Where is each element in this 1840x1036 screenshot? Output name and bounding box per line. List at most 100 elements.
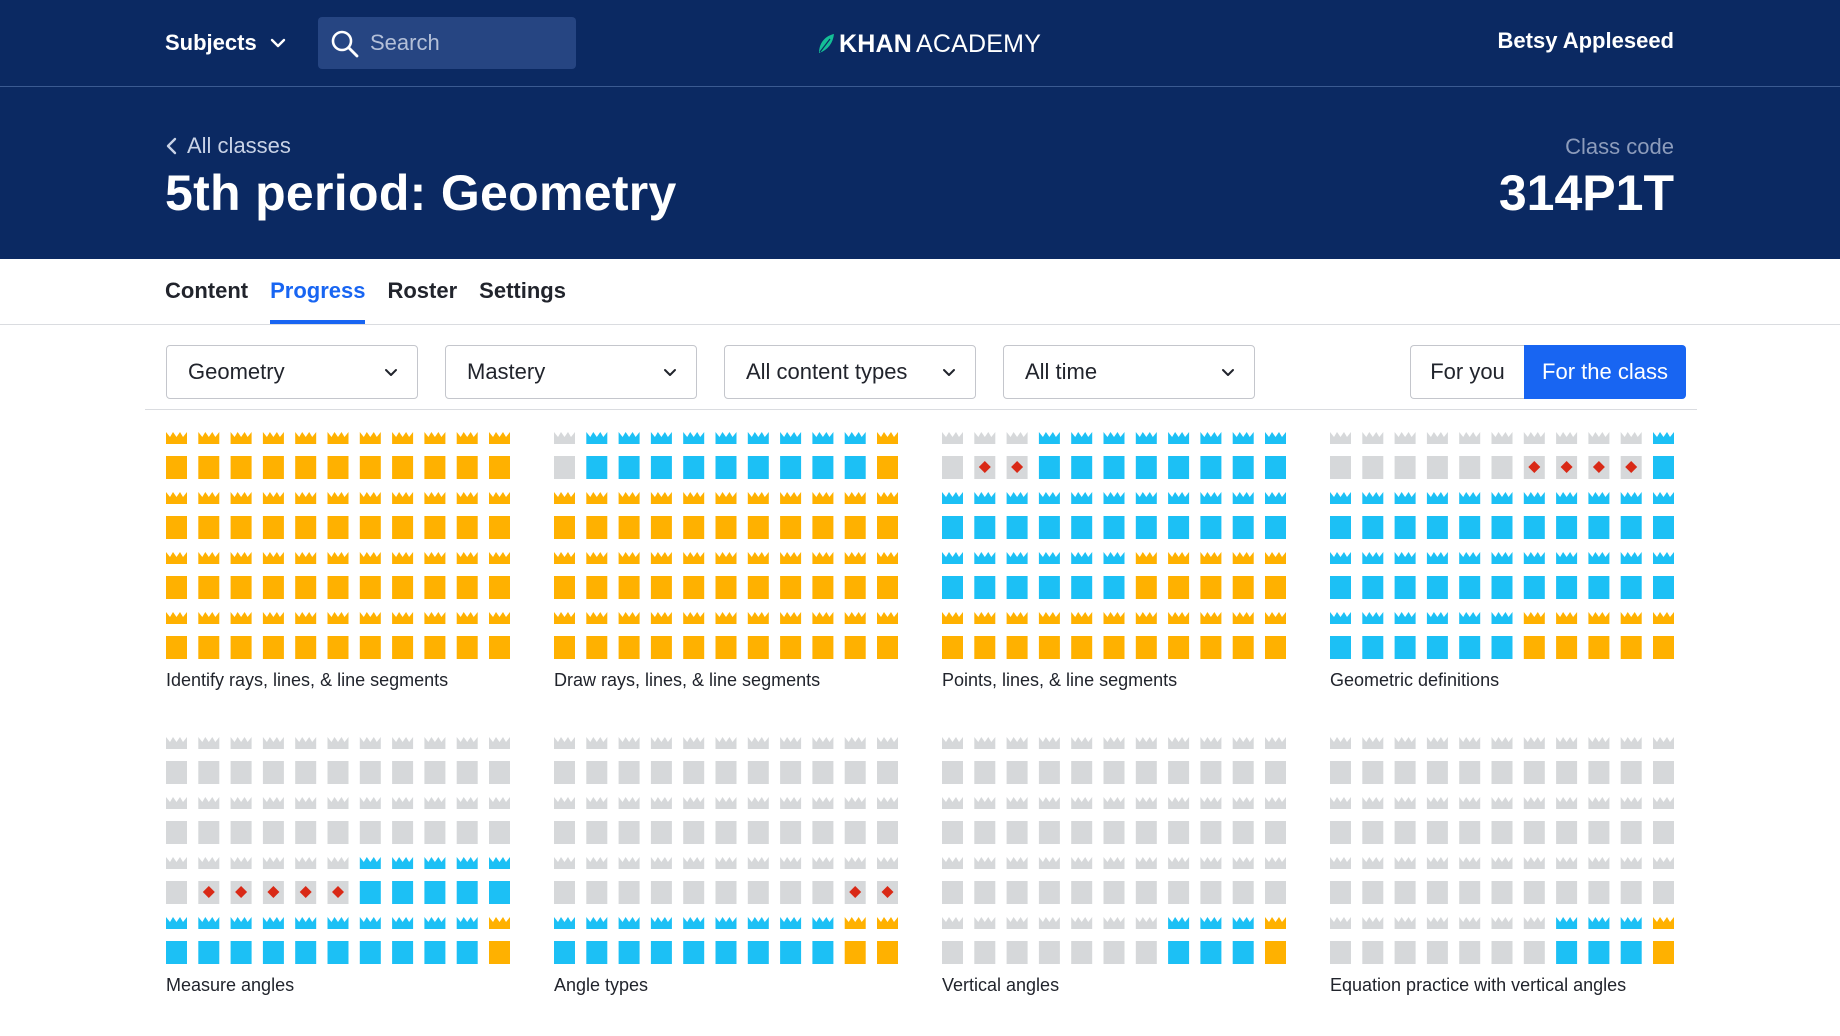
not-started-cell[interactable] xyxy=(327,797,349,844)
not-started-cell[interactable] xyxy=(1232,797,1254,844)
proficient-cell[interactable] xyxy=(1265,432,1286,479)
mastered-cell[interactable] xyxy=(1523,612,1545,659)
mastered-cell[interactable] xyxy=(1135,612,1157,659)
not-started-cell[interactable] xyxy=(424,737,446,784)
not-started-cell[interactable] xyxy=(942,917,963,964)
mastered-cell[interactable] xyxy=(359,492,381,539)
proficient-cell[interactable] xyxy=(1200,492,1222,539)
mastered-cell[interactable] xyxy=(327,552,349,599)
not-started-cell[interactable] xyxy=(295,737,317,784)
not-started-cell[interactable] xyxy=(1653,797,1674,844)
mastered-cell[interactable] xyxy=(166,492,187,539)
mastered-cell[interactable] xyxy=(166,612,187,659)
proficient-cell[interactable] xyxy=(1459,612,1481,659)
proficient-cell[interactable] xyxy=(650,917,672,964)
skill-card[interactable]: Points, lines, & line segments xyxy=(942,432,1288,702)
skill-label[interactable]: Vertical angles xyxy=(942,975,1060,995)
not-started-cell[interactable] xyxy=(974,857,996,904)
search-input[interactable] xyxy=(370,17,570,69)
mastered-cell[interactable] xyxy=(554,552,575,599)
mastered-cell[interactable] xyxy=(489,917,510,964)
proficient-cell[interactable] xyxy=(1038,492,1060,539)
mastered-cell[interactable] xyxy=(262,432,284,479)
mastered-cell[interactable] xyxy=(1135,552,1157,599)
proficient-cell[interactable] xyxy=(1071,432,1093,479)
proficient-cell[interactable] xyxy=(618,432,640,479)
mastered-cell[interactable] xyxy=(1265,917,1286,964)
proficient-cell[interactable] xyxy=(554,917,575,964)
skill-label[interactable]: Identify rays, lines, & line segments xyxy=(166,670,449,690)
for-you-button[interactable]: For you xyxy=(1410,345,1524,399)
not-started-cell[interactable] xyxy=(1491,797,1513,844)
not-started-cell[interactable] xyxy=(1491,857,1513,904)
not-started-cell[interactable] xyxy=(1330,737,1351,784)
proficient-cell[interactable] xyxy=(747,432,769,479)
mastered-cell[interactable] xyxy=(618,552,640,599)
proficient-cell[interactable] xyxy=(1071,552,1093,599)
mastered-cell[interactable] xyxy=(586,492,608,539)
proficient-cell[interactable] xyxy=(489,857,510,904)
mastered-cell[interactable] xyxy=(489,432,510,479)
proficient-cell[interactable] xyxy=(166,917,187,964)
not-started-cell[interactable] xyxy=(812,737,834,784)
not-started-cell[interactable] xyxy=(1071,797,1093,844)
mastered-cell[interactable] xyxy=(456,552,478,599)
not-started-cell[interactable] xyxy=(1394,857,1416,904)
not-started-cell[interactable] xyxy=(295,797,317,844)
proficient-cell[interactable] xyxy=(359,857,381,904)
mastered-cell[interactable] xyxy=(424,432,446,479)
mastered-cell[interactable] xyxy=(747,492,769,539)
struggling-cell[interactable] xyxy=(974,432,996,479)
proficient-cell[interactable] xyxy=(1588,917,1610,964)
mastered-cell[interactable] xyxy=(1103,612,1125,659)
proficient-cell[interactable] xyxy=(1232,432,1254,479)
struggling-cell[interactable] xyxy=(327,857,349,904)
proficient-cell[interactable] xyxy=(1491,612,1513,659)
mastered-cell[interactable] xyxy=(1232,612,1254,659)
mastered-cell[interactable] xyxy=(747,612,769,659)
mastered-cell[interactable] xyxy=(683,552,705,599)
mastered-cell[interactable] xyxy=(198,432,220,479)
not-started-cell[interactable] xyxy=(1038,737,1060,784)
all-classes-link[interactable]: All classes xyxy=(165,133,291,159)
mastered-cell[interactable] xyxy=(295,432,317,479)
not-started-cell[interactable] xyxy=(1523,797,1545,844)
proficient-cell[interactable] xyxy=(844,432,866,479)
not-started-cell[interactable] xyxy=(1330,917,1351,964)
mastered-cell[interactable] xyxy=(1588,612,1610,659)
proficient-cell[interactable] xyxy=(424,917,446,964)
proficient-cell[interactable] xyxy=(1523,552,1545,599)
mastered-cell[interactable] xyxy=(554,612,575,659)
proficient-cell[interactable] xyxy=(1556,552,1578,599)
mastered-cell[interactable] xyxy=(586,612,608,659)
course-dropdown[interactable]: Geometry xyxy=(166,345,418,399)
mastered-cell[interactable] xyxy=(715,552,737,599)
skill-label[interactable]: Points, lines, & line segments xyxy=(942,670,1178,690)
not-started-cell[interactable] xyxy=(780,797,802,844)
mastered-cell[interactable] xyxy=(456,492,478,539)
mastered-cell[interactable] xyxy=(1168,612,1190,659)
proficient-cell[interactable] xyxy=(1135,432,1157,479)
proficient-cell[interactable] xyxy=(683,917,705,964)
not-started-cell[interactable] xyxy=(554,432,575,479)
mastered-cell[interactable] xyxy=(1653,917,1674,964)
proficient-cell[interactable] xyxy=(747,917,769,964)
tab-content[interactable]: Content xyxy=(165,278,249,303)
mastered-cell[interactable] xyxy=(1168,552,1190,599)
skill-card[interactable]: Vertical angles xyxy=(942,737,1288,1007)
not-started-cell[interactable] xyxy=(1103,737,1125,784)
skill-label[interactable]: Geometric definitions xyxy=(1330,670,1500,690)
mastered-cell[interactable] xyxy=(327,492,349,539)
not-started-cell[interactable] xyxy=(1459,737,1481,784)
mastered-cell[interactable] xyxy=(974,612,996,659)
mastered-cell[interactable] xyxy=(650,552,672,599)
not-started-cell[interactable] xyxy=(1168,737,1190,784)
mastered-cell[interactable] xyxy=(489,492,510,539)
not-started-cell[interactable] xyxy=(1556,737,1578,784)
not-started-cell[interactable] xyxy=(1362,432,1384,479)
mastered-cell[interactable] xyxy=(327,432,349,479)
proficient-cell[interactable] xyxy=(359,917,381,964)
not-started-cell[interactable] xyxy=(650,797,672,844)
not-started-cell[interactable] xyxy=(1588,797,1610,844)
proficient-cell[interactable] xyxy=(456,917,478,964)
